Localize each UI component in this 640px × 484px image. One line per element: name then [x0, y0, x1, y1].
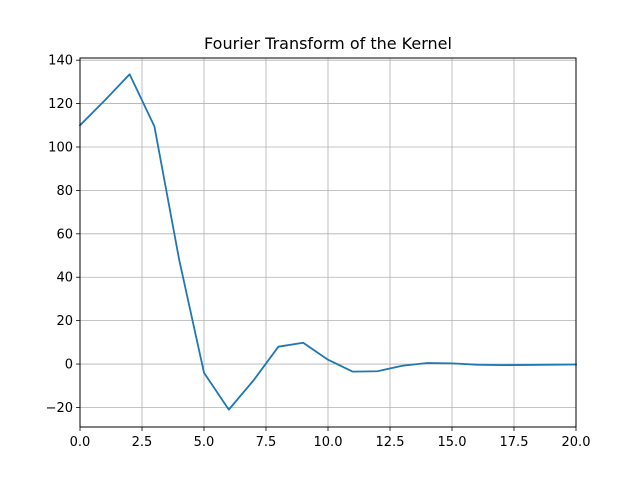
x-axis: 0.0 2.5 5.0 7.5 10.0 12.5 15.0 17.5 20.0 [70, 427, 591, 450]
x-tick-label: 12.5 [376, 435, 405, 450]
chart-title: Fourier Transform of the Kernel [204, 34, 452, 53]
series-layer [78, 73, 577, 411]
y-tick-label: −20 [46, 401, 73, 416]
x-tick-label: 10.0 [314, 435, 343, 450]
y-tick-label: 40 [56, 271, 73, 286]
x-tick-label: 0.0 [70, 435, 91, 450]
x-tick-label: 17.5 [500, 435, 529, 450]
x-tick-label: 20.0 [562, 435, 591, 450]
series-line [78, 73, 577, 411]
y-tick-label: 100 [48, 140, 73, 155]
x-tick-label: 15.0 [438, 435, 467, 450]
y-tick-label: 20 [56, 314, 73, 329]
y-tick-label: 60 [56, 227, 73, 242]
y-tick-label: 0 [65, 358, 73, 373]
y-axis: −20 0 20 40 60 80 100 120 140 [46, 54, 80, 416]
y-tick-label: 80 [56, 184, 73, 199]
y-tick-label: 140 [48, 54, 73, 69]
y-tick-label: 120 [48, 97, 73, 112]
x-tick-label: 7.5 [256, 435, 277, 450]
x-tick-label: 2.5 [132, 435, 153, 450]
x-tick-label: 5.0 [194, 435, 215, 450]
